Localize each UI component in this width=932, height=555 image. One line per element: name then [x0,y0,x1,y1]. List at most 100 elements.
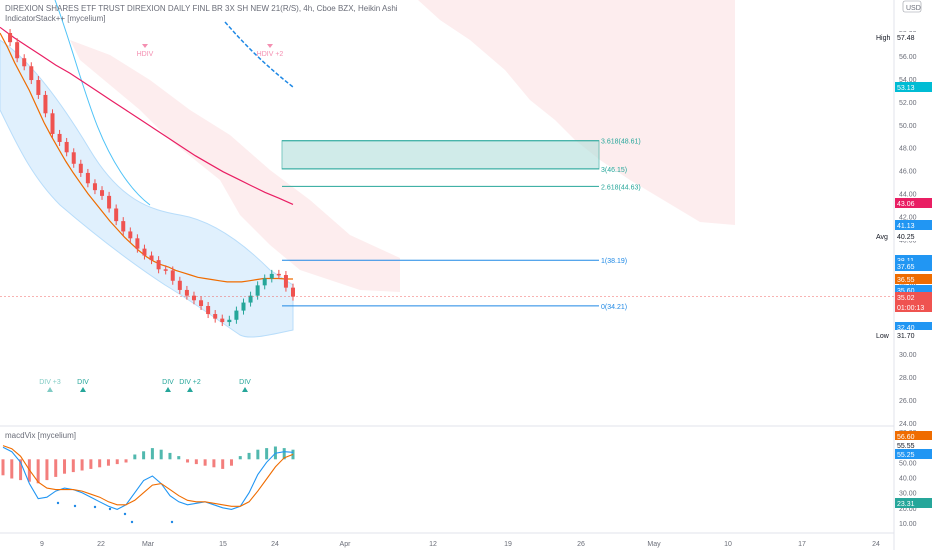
mid-moving-average-line [0,32,293,283]
candle-body [220,318,225,323]
macd-histogram-bar [247,452,251,460]
macd-histogram-bar [282,448,286,460]
ichimoku-cloud-upper [418,0,735,225]
price-tick-label: 28.00 [899,375,917,382]
candle-body [57,133,62,142]
fib-level-label: 0(34.21) [601,304,627,311]
candle-body [170,270,175,281]
candle-body [255,285,260,296]
price-label-bg [895,220,932,230]
macd-fast-line [2,446,294,510]
candle-body [177,280,182,290]
price-tick-label: 30.00 [899,352,917,359]
ichimoku-cloud-lower [70,40,400,292]
macd-signal-dot [130,520,134,524]
candle-body [114,208,119,222]
candle-body [227,319,232,323]
macd-histogram-bar [36,459,40,484]
macd-histogram-bar [106,459,110,466]
price-label-bg [895,274,932,284]
time-tick-label: 17 [798,541,806,548]
macd-price-label-bg [895,440,932,450]
macd-histogram-bar [159,449,163,460]
candle-body [276,273,281,276]
macd-slow-line [2,445,294,507]
time-tick-label: May [647,541,661,548]
price-label-bg [895,330,932,340]
price-label-bg [895,255,932,265]
price-label-bg [895,285,932,295]
candle-body [78,163,83,173]
price-label-bg [895,32,932,42]
price-label-bg [895,322,932,332]
candle-body [269,273,274,279]
price-label-bg [895,82,932,92]
macd-signal-dot [73,504,77,508]
macd-tick-label: 50.00 [899,460,917,467]
macd-histogram-bar [89,459,93,469]
time-tick-label: 15 [219,541,227,548]
macd-histogram-bar [54,459,58,477]
price-label-tag: Low [876,333,890,340]
candle-body [213,314,218,319]
signal-marker-up [187,387,193,392]
macd-histogram-bar [150,448,154,460]
macd-signal-dot [56,501,60,505]
macd-histogram-bar [265,448,269,460]
macd-price-label-bg [895,498,932,508]
signal-marker-up [80,387,86,392]
macd-histogram-bar [124,459,128,463]
signal-label: HDIV +2 [257,51,284,58]
macd-histogram-bar [203,459,207,466]
macd-histogram-bar [168,452,172,460]
macd-histogram-bar [1,459,5,476]
macd-tick-label: 40.00 [899,476,917,483]
symbol-title: DIREXION SHARES ETF TRUST DIREXION DAILY… [5,4,398,13]
signal-marker-down [142,44,148,48]
time-tick-label: 24 [872,541,880,548]
time-tick-label: 10 [724,541,732,548]
price-label: 53.13 [897,85,915,92]
macd-histogram-bar [80,459,84,471]
currency-badge[interactable] [902,0,922,13]
time-tick-label: 12 [429,541,437,548]
price-label: 57.48 [897,35,915,42]
bollinger-band [0,39,294,338]
price-label: 01:00:13 [897,305,924,312]
signal-marker-up [47,387,53,392]
price-label: 40.25 [897,234,915,241]
macd-histogram-bar [115,459,119,465]
macd-price-label: 23.31 [897,501,915,508]
price-label: 37.65 [897,264,915,271]
candle-body [199,300,204,306]
signal-label: DIV [239,379,251,386]
candle-body [107,195,112,209]
price-tick-label: 26.00 [899,398,917,405]
price-tick-label: 24.00 [899,421,917,428]
candle-body [36,80,41,95]
dashed-trend-line [224,21,294,88]
price-label: 36.55 [897,277,915,284]
price-tick-label: 52.00 [899,100,917,107]
macd-tick-label: 30.00 [899,491,917,498]
fib-level-label: 1(38.19) [601,258,627,265]
macd-price-label: 56.60 [897,434,915,441]
candle-body [191,295,196,301]
candle-body [283,275,288,288]
price-label-tag: Avg [876,234,888,241]
signal-label: DIV +2 [179,379,201,386]
candle-body [234,310,239,320]
price-tick-label: 50.00 [899,123,917,130]
fib-level-label: 3.618(48.61) [601,139,641,146]
candle-body [262,278,267,286]
time-tick-label: 22 [97,541,105,548]
candle-body [29,66,34,81]
macd-tick-label: 20.00 [899,506,917,513]
macd-signal-dot [123,512,127,516]
time-tick-label: Mar [142,541,155,548]
price-label: 32.40 [897,325,915,332]
candle-body [15,42,20,59]
candle-body [206,306,211,315]
